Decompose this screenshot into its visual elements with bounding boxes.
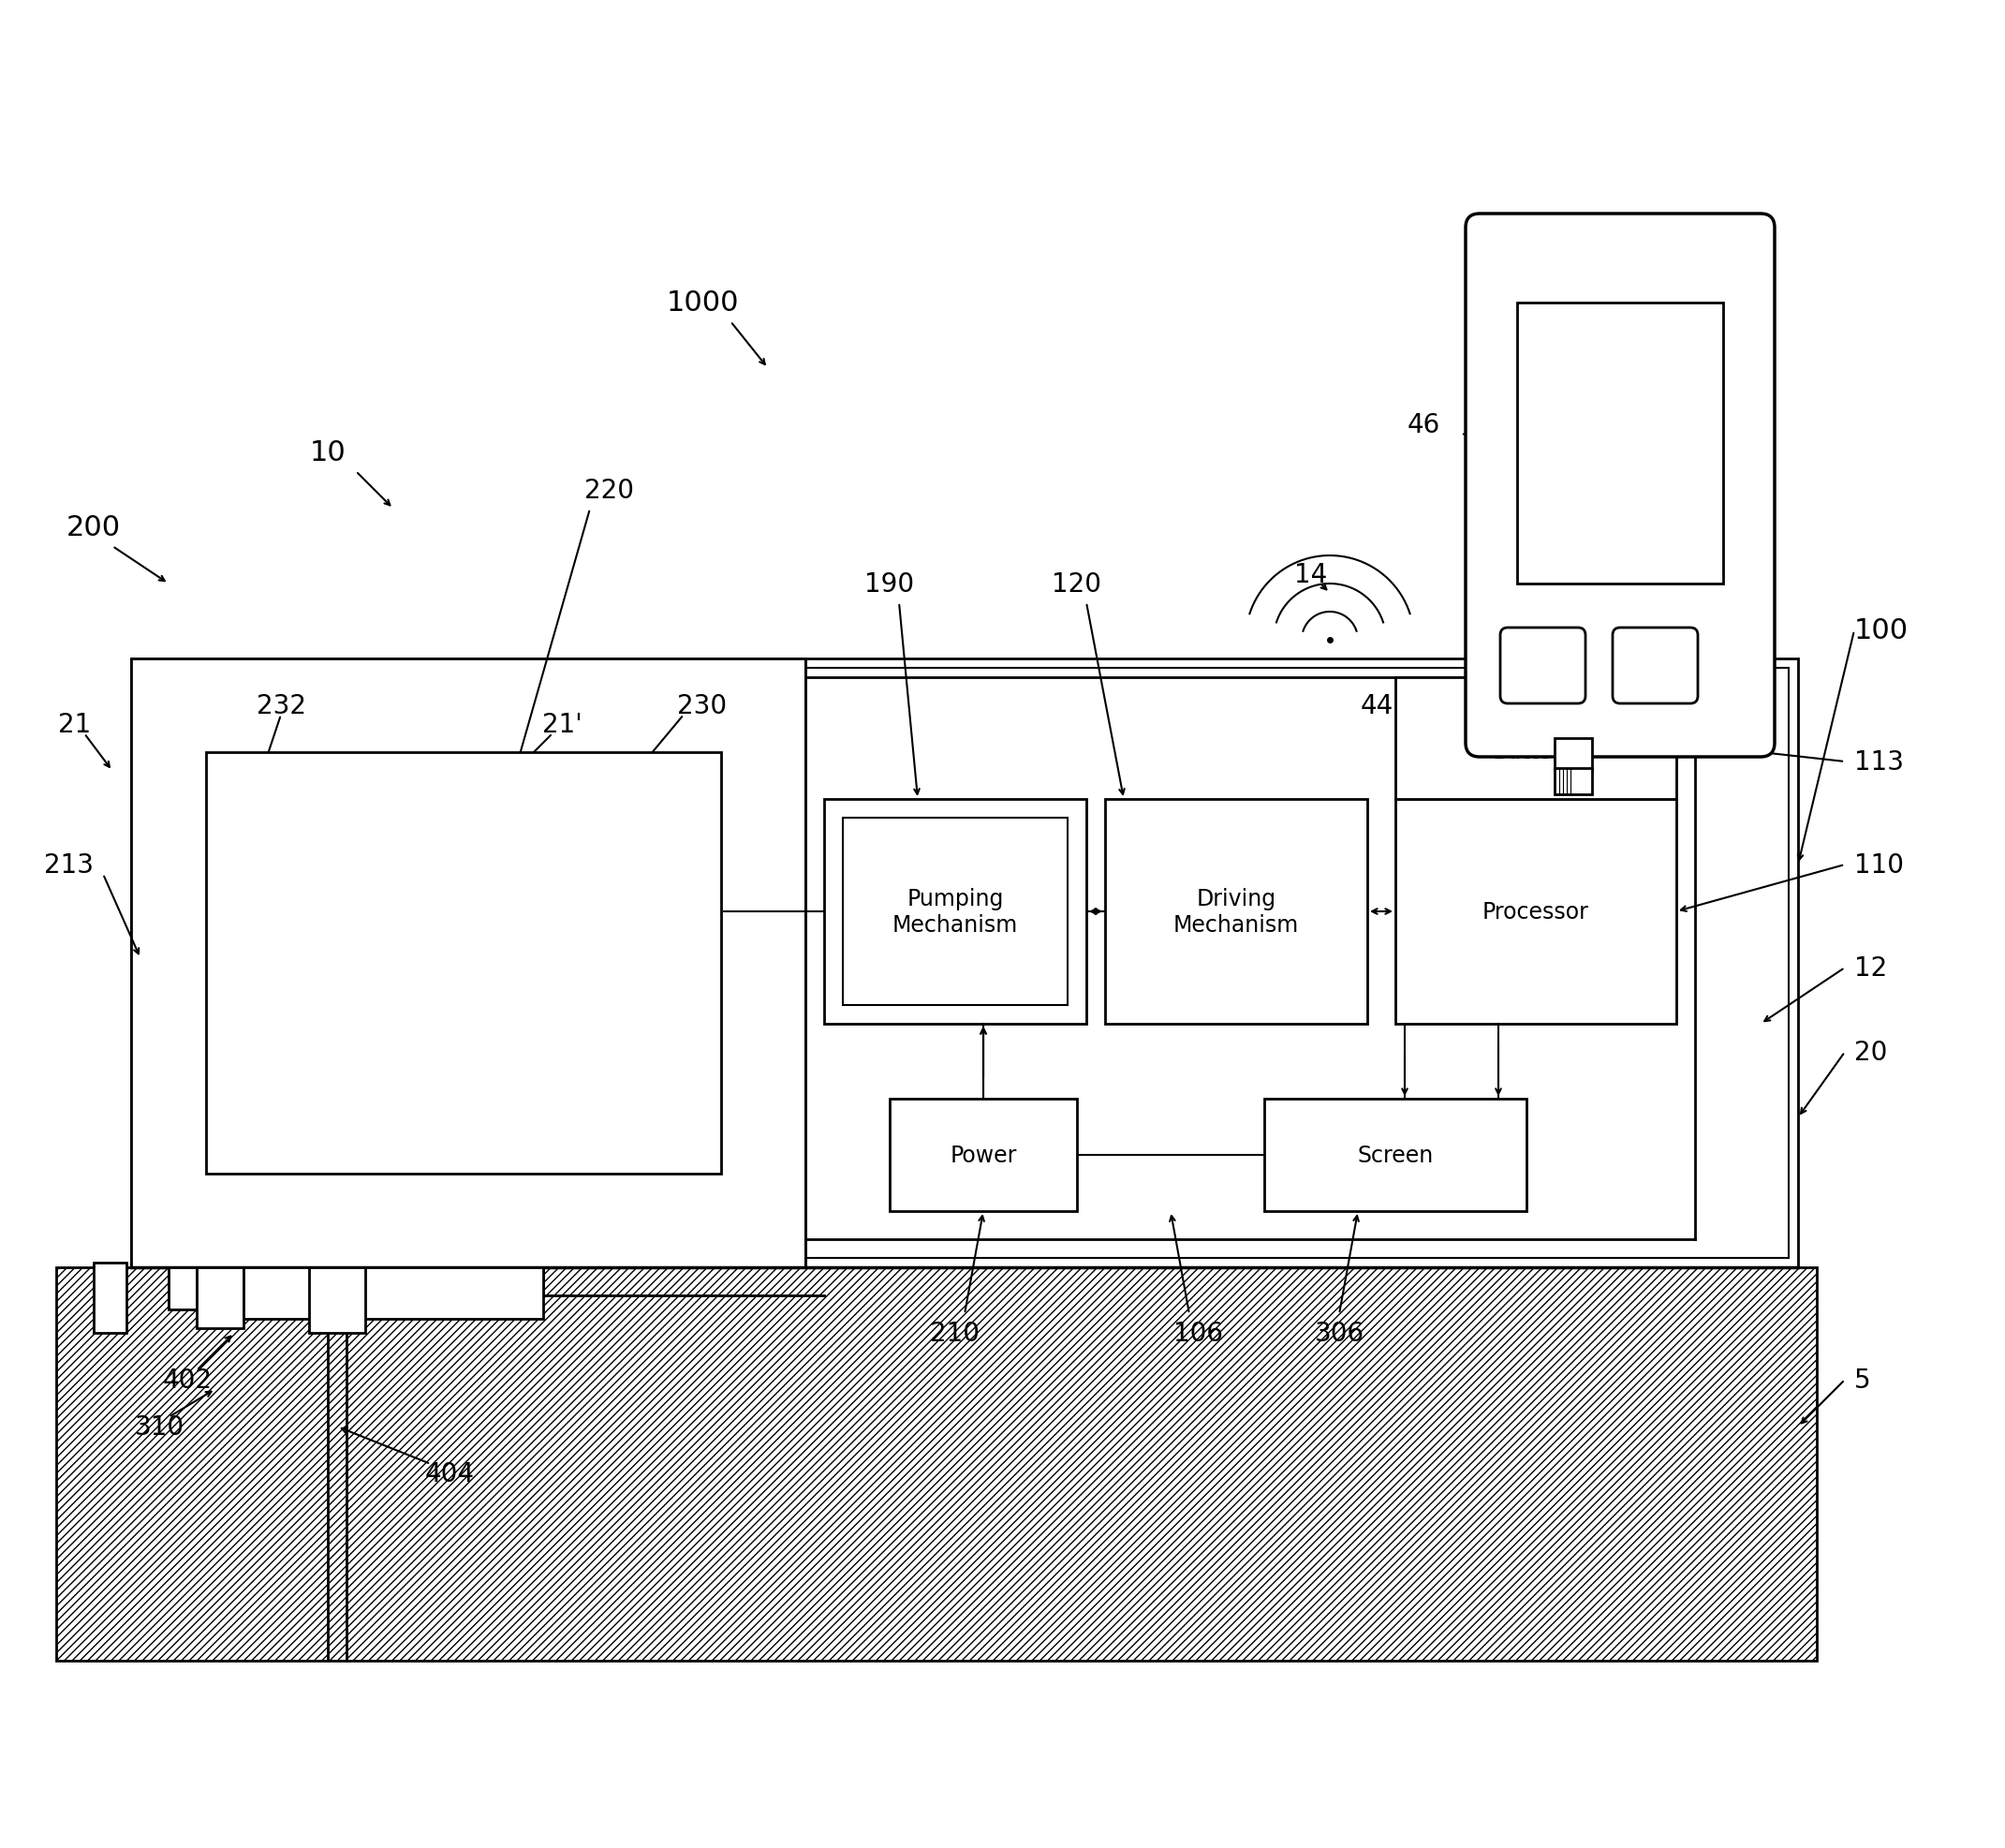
Bar xyxy=(309,1268,365,1332)
Bar xyxy=(824,800,1087,1024)
Text: 232: 232 xyxy=(257,693,305,719)
Text: 46: 46 xyxy=(1408,412,1440,438)
Text: Power: Power xyxy=(950,1144,1017,1166)
FancyBboxPatch shape xyxy=(1612,628,1698,704)
Bar xyxy=(168,1268,196,1310)
FancyBboxPatch shape xyxy=(1500,628,1586,704)
Text: 113: 113 xyxy=(1855,748,1905,774)
Text: 100: 100 xyxy=(1855,617,1909,645)
Text: 106: 106 xyxy=(1173,1319,1223,1345)
Text: 21': 21' xyxy=(541,711,581,737)
Text: 40: 40 xyxy=(1648,224,1684,251)
Bar xyxy=(196,1268,243,1329)
Text: 310: 310 xyxy=(134,1414,184,1440)
Text: 20: 20 xyxy=(1855,1039,1887,1064)
Bar xyxy=(94,1262,126,1332)
Text: 220: 220 xyxy=(583,477,634,505)
Text: 5: 5 xyxy=(1855,1368,1871,1393)
Bar xyxy=(842,819,1067,1005)
Text: 230: 230 xyxy=(678,693,728,719)
Bar xyxy=(1265,1100,1526,1212)
Text: 110: 110 xyxy=(1855,852,1905,878)
Bar xyxy=(140,669,1788,1258)
Bar xyxy=(1105,800,1367,1024)
Bar xyxy=(1518,303,1722,584)
Bar xyxy=(890,1100,1077,1212)
Text: 21: 21 xyxy=(58,711,92,737)
Text: 47: 47 xyxy=(1622,796,1656,822)
FancyBboxPatch shape xyxy=(1466,214,1774,758)
Bar xyxy=(243,1268,543,1319)
Text: Operating
Buttons: Operating Buttons xyxy=(1480,715,1592,763)
Text: 402: 402 xyxy=(162,1368,213,1393)
Text: 213: 213 xyxy=(44,852,94,878)
Bar xyxy=(1395,678,1676,800)
Text: 120: 120 xyxy=(1053,571,1103,597)
Text: Driving
Mechanism: Driving Mechanism xyxy=(1173,887,1299,937)
Text: 14: 14 xyxy=(1295,562,1327,588)
Text: Screen: Screen xyxy=(1357,1144,1434,1166)
Bar xyxy=(130,660,1798,1268)
Bar xyxy=(207,752,722,1173)
Text: 48: 48 xyxy=(1482,796,1516,822)
Text: 200: 200 xyxy=(66,514,120,541)
Text: 44: 44 xyxy=(1359,693,1393,719)
Text: 190: 190 xyxy=(864,571,914,597)
Bar xyxy=(1554,739,1592,771)
Text: 10: 10 xyxy=(309,440,347,468)
Text: 306: 306 xyxy=(1315,1319,1363,1345)
Bar xyxy=(56,1268,1817,1661)
Bar xyxy=(1554,769,1592,795)
Text: 404: 404 xyxy=(425,1460,475,1486)
Text: 210: 210 xyxy=(930,1319,980,1345)
Text: 1000: 1000 xyxy=(666,290,738,316)
Bar xyxy=(1395,800,1676,1024)
Text: 240: 240 xyxy=(423,852,477,878)
Text: 12: 12 xyxy=(1855,955,1887,981)
Bar xyxy=(130,660,806,1268)
Text: Processor: Processor xyxy=(1482,900,1590,922)
Text: Pumping
Mechanism: Pumping Mechanism xyxy=(892,887,1019,937)
